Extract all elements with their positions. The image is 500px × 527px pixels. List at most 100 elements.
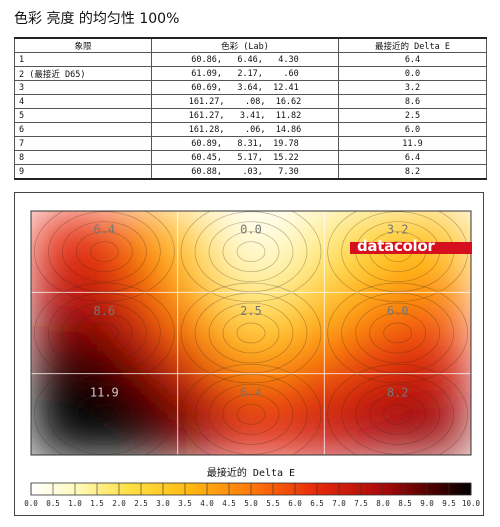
heatmap-pixel [231,451,240,455]
heatmap-pixel [415,395,424,404]
heatmap-pixel [39,419,48,428]
heatmap-pixel [127,411,136,420]
heatmap-pixel [223,275,232,284]
heatmap-pixel [199,411,208,420]
heatmap-pixel [439,419,448,428]
colorbar-tick-label: 2.0 [112,499,126,508]
heatmap-pixel [191,331,200,340]
heatmap-pixel [175,323,184,332]
heatmap-pixel [255,243,264,252]
heatmap-pixel [319,379,328,388]
heatmap-pixel [207,211,216,220]
colorbar-segment [224,483,230,495]
heatmap-pixel [295,403,304,412]
heatmap-pixel [327,251,336,260]
colorbar-segment [79,483,85,495]
heatmap-pixel [303,427,312,436]
heatmap-pixel [231,267,240,276]
heatmap-pixel [31,363,40,372]
contour-line [208,221,294,283]
heatmap-pixel [231,307,240,316]
colorbar-tick-label: 5.5 [266,499,280,508]
heatmap-pixel [55,307,64,316]
heatmap-pixel [447,411,456,420]
heatmap-pixel [207,347,216,356]
page-title: 色彩 亮度 的均匀性 100% [14,11,180,27]
heatmap-pixel [223,267,232,276]
heatmap-pixel [63,347,72,356]
heatmap-pixel [55,355,64,364]
heatmap-pixel [447,451,456,455]
heatmap-pixel [87,443,96,452]
heatmap-pixel [447,219,456,228]
heatmap-pixel [199,427,208,436]
heatmap-pixel [367,339,376,348]
heatmap-pixel [303,411,312,420]
heatmap-pixel [463,411,471,420]
heatmap-pixel [127,275,136,284]
heatmap-pixel [383,379,392,388]
heatmap-pixel [175,347,184,356]
heatmap-pixel [319,211,328,220]
cell-delta-e: 3.2 [338,80,487,95]
heatmap-pixel [271,339,280,348]
heatmap-pixel [327,291,336,300]
heatmap-pixel [263,363,272,372]
heatmap-pixel [95,315,104,324]
heatmap-pixel [207,283,216,292]
heatmap-pixel [279,227,288,236]
heatmap-pixel [119,403,128,412]
heatmap-pixel [279,347,288,356]
heatmap-pixel [303,435,312,444]
heatmap-pixel [95,331,104,340]
heatmap-pixel [151,219,160,228]
heatmap-pixel [143,315,152,324]
heatmap-pixel [375,275,384,284]
heatmap-pixel [199,323,208,332]
heatmap-pixel [359,323,368,332]
heatmap-pixel [223,363,232,372]
heatmap-pixel [71,419,80,428]
heatmap-pixel [463,339,471,348]
heatmap-pixel [279,235,288,244]
heatmap-pixel [175,211,184,220]
heatmap-pixel [463,371,471,380]
heatmap-pixel [127,379,136,388]
heatmap-pixel [71,395,80,404]
heatmap-pixel [31,411,40,420]
heatmap-pixel [223,227,232,236]
heatmap-pixel [119,315,128,324]
heatmap-pixel [247,379,256,388]
heatmap-pixel [343,243,352,252]
cell-quadrant: 5 [14,108,152,123]
heatmap-pixel [79,291,88,300]
heatmap-pixel [151,403,160,412]
heatmap-pixel [303,259,312,268]
heatmap-pixel [295,395,304,404]
heatmap-pixel [311,259,320,268]
heatmap-pixel [255,283,264,292]
heatmap-pixel [335,339,344,348]
heatmap-pixel [311,339,320,348]
heatmap-pixel [271,323,280,332]
heatmap-pixel [327,387,336,396]
heatmap-pixel [127,395,136,404]
heatmap-pixel [239,395,248,404]
heatmap-pixel [135,379,144,388]
heatmap-pixel [399,387,408,396]
heatmap-pixel [263,275,272,284]
heatmap-pixel [95,259,104,268]
heatmap-pixel [391,235,400,244]
heatmap-pixel [407,387,416,396]
quadrant-value-label: 6.4 [93,223,115,237]
heatmap-pixel [287,299,296,308]
heatmap-pixel [31,275,40,284]
contour-line [180,211,322,303]
colorbar-segment [444,483,450,495]
heatmap-pixel [119,363,128,372]
heatmap-pixel [287,251,296,260]
heatmap-pixel [287,347,296,356]
heatmap-pixel [143,251,152,260]
heatmap-pixel [367,251,376,260]
colorbar-segment [396,483,402,495]
